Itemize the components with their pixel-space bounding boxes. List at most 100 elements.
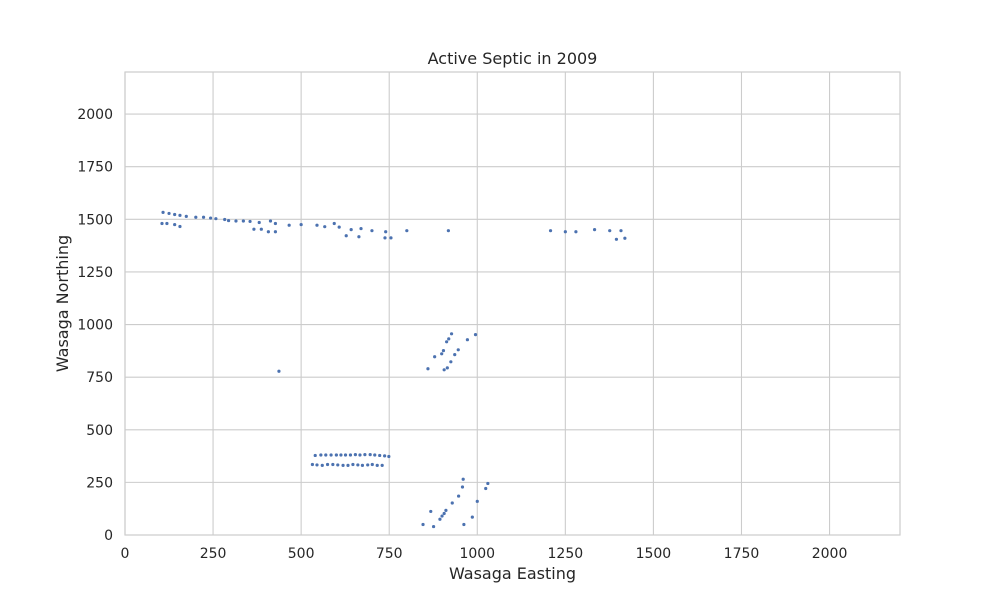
data-point [484, 486, 488, 491]
data-point [433, 355, 437, 359]
data-point [201, 215, 206, 219]
data-point [331, 462, 335, 467]
data-point [319, 453, 323, 457]
data-point [349, 228, 353, 232]
x-axis-label: Wasaga Easting [449, 564, 576, 583]
data-point [334, 453, 338, 457]
data-point [442, 511, 446, 516]
data-point [460, 485, 465, 489]
data-point [359, 226, 363, 231]
x-tick-label: 2000 [812, 546, 848, 562]
data-point [358, 453, 362, 457]
chart-title: Active Septic in 2009 [428, 49, 598, 68]
data-point [370, 462, 374, 467]
data-point [234, 219, 238, 223]
data-point [426, 367, 430, 371]
y-tick-label: 250 [86, 475, 113, 491]
data-point [273, 221, 278, 226]
data-point [324, 453, 328, 457]
data-point [486, 481, 490, 486]
data-point [320, 463, 324, 467]
data-point [429, 509, 433, 514]
x-tick-label: 1500 [636, 546, 672, 562]
data-point [462, 522, 466, 527]
data-point [339, 453, 343, 457]
data-point [383, 454, 387, 458]
data-point [387, 454, 391, 459]
data-point [332, 221, 336, 226]
data-point [348, 453, 353, 457]
data-point [440, 352, 444, 356]
data-point [378, 453, 382, 458]
data-point [447, 337, 451, 341]
data-point [431, 524, 436, 529]
data-point [453, 353, 457, 357]
data-point [357, 235, 361, 239]
data-points [160, 210, 627, 529]
data-point [194, 215, 198, 219]
data-point [323, 225, 327, 229]
data-point [310, 462, 315, 467]
y-tick-label: 1250 [77, 265, 113, 281]
y-tick-label: 500 [86, 423, 113, 439]
data-point [456, 348, 460, 352]
data-point [457, 494, 461, 498]
data-point [465, 338, 470, 342]
data-point [336, 463, 340, 467]
data-point [287, 223, 291, 227]
data-point [223, 217, 227, 222]
data-point [341, 463, 345, 467]
data-point [373, 453, 377, 457]
data-point [178, 213, 182, 217]
data-point [313, 453, 317, 458]
data-point [368, 453, 372, 457]
data-point [167, 211, 171, 216]
data-point [165, 221, 169, 226]
data-point [389, 236, 393, 240]
data-point [214, 217, 218, 221]
tick-labels: 0 250 500 750 1000 1250 1500 1750 2000 0 250 500 750… [77, 107, 847, 562]
data-point [461, 477, 465, 481]
data-point [384, 230, 388, 234]
data-point [241, 219, 245, 223]
data-point [268, 219, 273, 223]
x-tick-label: 250 [200, 546, 227, 562]
data-point [344, 234, 348, 238]
data-point [574, 230, 578, 234]
data-point [277, 369, 281, 373]
data-point [438, 517, 442, 521]
data-point [473, 333, 478, 337]
data-point [383, 236, 387, 240]
data-point [475, 499, 479, 503]
data-point [360, 463, 365, 467]
data-point [248, 219, 252, 224]
data-point [178, 224, 182, 229]
x-tick-label: 0 [121, 546, 130, 562]
x-tick-label: 1750 [724, 546, 760, 562]
data-point [548, 229, 553, 233]
data-point [325, 462, 330, 467]
plot-frame [124, 71, 901, 536]
data-point [441, 349, 446, 353]
x-tick-label: 750 [376, 546, 403, 562]
data-point [356, 463, 360, 467]
data-point [173, 212, 177, 217]
data-point [343, 453, 348, 457]
y-tick-label: 2000 [77, 107, 113, 123]
data-point [405, 229, 409, 233]
data-point [446, 229, 450, 233]
data-point [563, 230, 567, 234]
data-point [315, 223, 319, 227]
data-point [259, 227, 263, 231]
data-point [273, 230, 278, 234]
data-point [173, 222, 177, 227]
data-point [449, 360, 453, 364]
data-point [266, 230, 270, 234]
data-point [608, 229, 612, 233]
y-tick-label: 1000 [77, 318, 113, 334]
y-axis-label: Wasaga Northing [53, 235, 72, 372]
data-point [329, 453, 333, 457]
data-point [315, 463, 319, 467]
y-tick-label: 750 [86, 370, 113, 386]
